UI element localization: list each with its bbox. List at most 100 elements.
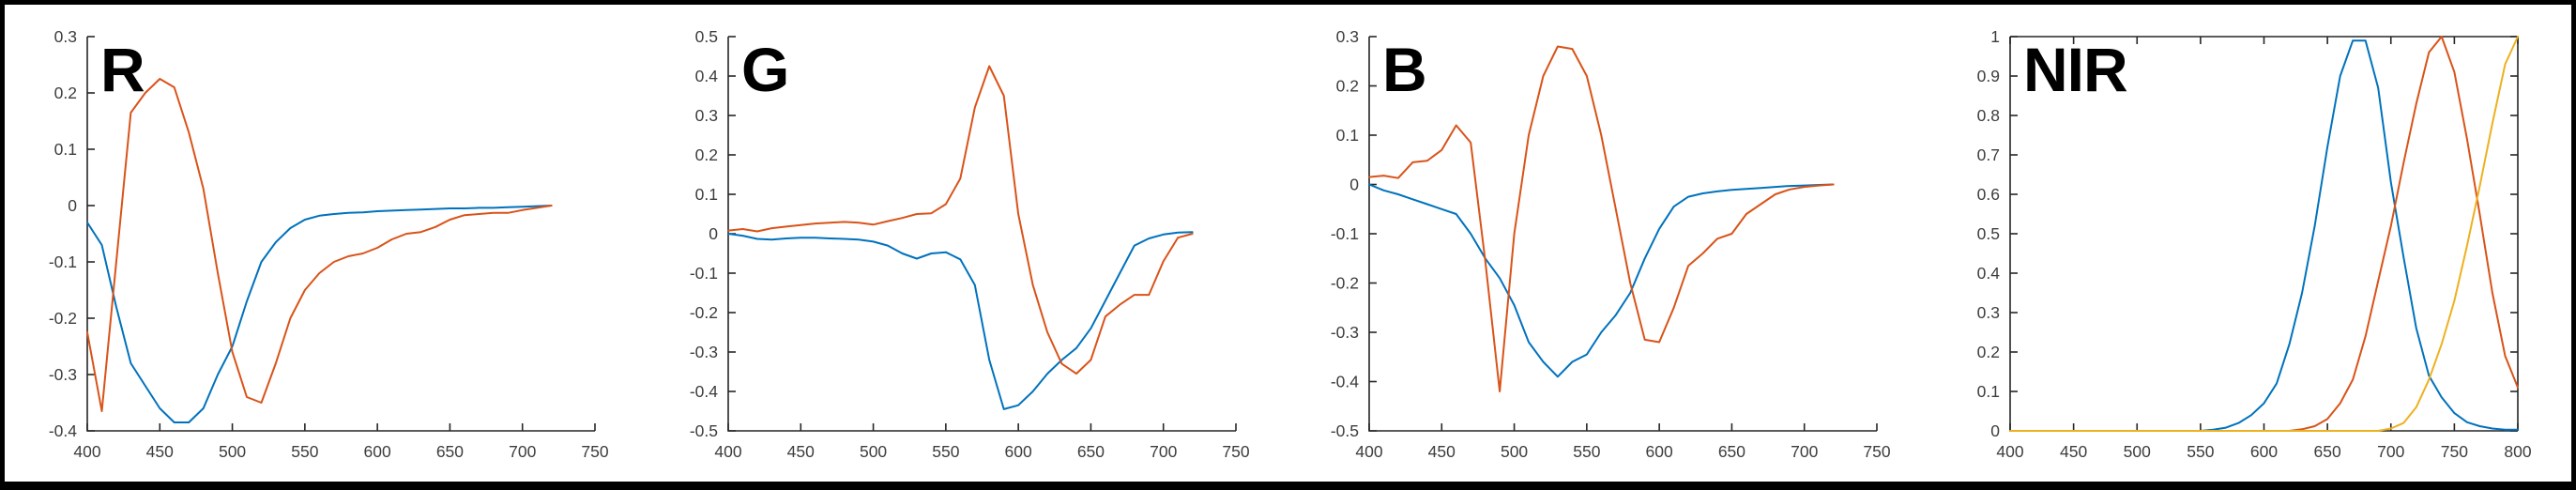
subplot-r-title: R: [100, 35, 145, 104]
x-tick-label: 550: [1573, 442, 1600, 461]
y-tick-label: 0: [68, 196, 77, 215]
tick-labels: 400 450 500 550 600 650 700 750 -0.5 -0.4 -0.3 -0.2…: [1331, 27, 1891, 461]
x-tick-label: 500: [1501, 442, 1528, 461]
subplot-nir-title: NIR: [2023, 35, 2128, 104]
y-tick-label: 0.7: [1977, 145, 2000, 164]
y-tick-label: 0.2: [695, 145, 718, 164]
x-tick-label: 600: [364, 442, 391, 461]
x-tick-label: 600: [1646, 442, 1673, 461]
x-tick-label: 750: [581, 442, 608, 461]
y-tick-label: 0.1: [1336, 126, 1359, 145]
y-tick-label: 0.4: [1977, 264, 2001, 283]
y-tick-label: 0.2: [1336, 77, 1359, 96]
x-tick-label: 450: [146, 442, 174, 461]
x-tick-label: 500: [860, 442, 887, 461]
y-tick-label: -0.1: [1331, 224, 1359, 243]
y-tick-label: -0.5: [690, 421, 718, 440]
y-tick-label: 0.3: [1336, 27, 1359, 46]
subplot-r: 400 450 500 550 600 650 700 750 -0.4 -0.3 -0.2 -0.1…: [5, 5, 646, 482]
x-tick-label: 400: [1355, 442, 1382, 461]
tick-labels: 400 450 500 550 600 650 700 750 800 0 0.1 0.2 0.3 0.4…: [1977, 27, 2532, 461]
y-tick-label: 0.3: [1977, 303, 2000, 322]
orange-series-line: [86, 78, 553, 412]
yellow-series-line: [2009, 36, 2519, 432]
orange-series-line: [1368, 45, 1835, 392]
y-tick-label: 0.5: [1977, 224, 2000, 243]
axes: [1368, 36, 1878, 432]
nir-plot-canvas: 400 450 500 550 600 650 700 750 800 0 0.1 0.2 0.3 0.4…: [1977, 27, 2532, 461]
y-tick-label: 0.8: [1977, 106, 2000, 125]
y-tick-label: 1: [1990, 27, 2000, 46]
y-tick-label: -0.2: [1331, 274, 1359, 293]
blue-series-line: [727, 231, 1194, 410]
x-tick-label: 600: [1005, 442, 1032, 461]
y-tick-label: -0.4: [1331, 373, 1359, 391]
x-tick-label: 450: [787, 442, 815, 461]
x-tick-label: 650: [1718, 442, 1745, 461]
axes: [727, 36, 1237, 432]
x-tick-label: 400: [1996, 442, 2023, 461]
axes: [86, 36, 596, 432]
y-tick-label: 0.6: [1977, 185, 2000, 204]
x-tick-label: 450: [2060, 442, 2087, 461]
y-tick-label: 0.9: [1977, 67, 2000, 85]
tick-labels: 400 450 500 550 600 650 700 750 -0.5 -0.4 -0.3 -0.2…: [690, 27, 1250, 461]
blue-series-line: [86, 205, 553, 423]
x-tick-label: 600: [2250, 442, 2278, 461]
subplot-g-title: G: [741, 35, 789, 104]
axis-spines: [86, 37, 595, 432]
axis-spines: [1368, 37, 1877, 432]
x-tick-label: 400: [714, 442, 741, 461]
x-tick-label: 700: [1150, 442, 1177, 461]
y-tick-label: 0: [709, 224, 718, 243]
y-tick-label: 0.2: [1977, 343, 2000, 361]
y-tick-label: 0: [1349, 176, 1359, 194]
y-tick-label: 0.1: [695, 185, 718, 204]
x-tick-label: 700: [509, 442, 536, 461]
y-tick-label: 0.4: [695, 67, 719, 85]
orange-series-line: [727, 65, 1194, 375]
x-tick-label: 650: [436, 442, 464, 461]
y-tick-label: -0.3: [49, 365, 77, 384]
x-tick-label: 750: [1863, 442, 1890, 461]
y-tick-label: -0.1: [49, 253, 77, 271]
x-tick-label: 400: [73, 442, 100, 461]
y-tick-label: 0.3: [695, 106, 718, 125]
x-tick-label: 500: [219, 442, 246, 461]
y-tick-label: 0: [1990, 421, 2000, 440]
y-tick-label: -0.5: [1331, 421, 1359, 440]
g-plot-canvas: 400 450 500 550 600 650 700 750 -0.5 -0.4 -0.3 -0.2…: [690, 27, 1250, 461]
tick-labels: 400 450 500 550 600 650 700 750 -0.4 -0.3 -0.2 -0.1…: [49, 27, 609, 461]
y-tick-label: 0.1: [54, 140, 77, 159]
axis-spines: [727, 37, 1236, 432]
y-tick-label: 0.1: [1977, 382, 2000, 401]
x-tick-label: 650: [1077, 442, 1105, 461]
x-tick-label: 700: [2377, 442, 2404, 461]
r-plot-canvas: 400 450 500 550 600 650 700 750 -0.4 -0.3 -0.2 -0.1…: [49, 27, 609, 461]
y-tick-label: -0.3: [690, 343, 718, 361]
y-tick-label: -0.4: [49, 421, 77, 440]
y-tick-label: -0.4: [690, 382, 718, 401]
x-tick-label: 800: [2504, 442, 2531, 461]
y-tick-label: 0.3: [54, 27, 77, 46]
x-tick-label: 450: [1428, 442, 1456, 461]
y-tick-label: -0.2: [49, 309, 77, 328]
x-tick-label: 750: [1222, 442, 1249, 461]
y-tick-label: 0.5: [695, 27, 718, 46]
y-tick-label: -0.3: [1331, 323, 1359, 342]
x-tick-label: 650: [2314, 442, 2341, 461]
subplot-b: 400 450 500 550 600 650 700 750 -0.5 -0.4 -0.3 -0.2…: [1287, 5, 1928, 482]
x-tick-label: 550: [291, 442, 318, 461]
x-tick-label: 750: [2441, 442, 2468, 461]
b-plot-canvas: 400 450 500 550 600 650 700 750 -0.5 -0.4 -0.3 -0.2…: [1331, 27, 1891, 461]
y-tick-label: -0.2: [690, 303, 718, 322]
x-tick-label: 550: [932, 442, 959, 461]
blue-series-line: [1368, 183, 1835, 378]
y-tick-label: -0.1: [690, 264, 718, 283]
x-tick-label: 550: [2187, 442, 2214, 461]
subplot-b-title: B: [1382, 35, 1427, 104]
x-tick-label: 700: [1791, 442, 1818, 461]
subplot-nir: 400 450 500 550 600 650 700 750 800 0 0.1 0.2 0.3 0.4…: [1928, 5, 2568, 482]
y-tick-label: 0.2: [54, 84, 77, 102]
x-tick-label: 500: [2124, 442, 2151, 461]
